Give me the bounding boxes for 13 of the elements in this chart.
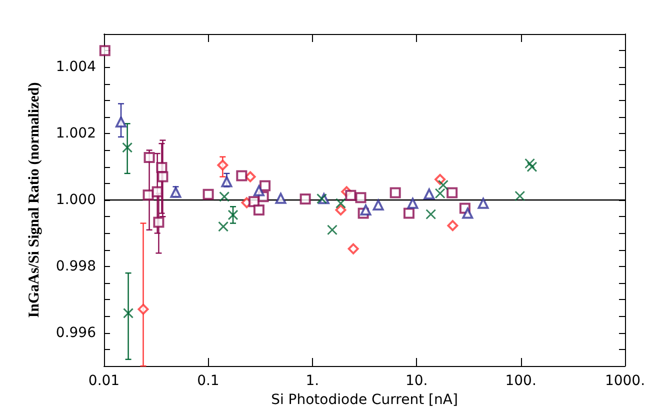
x-axis-title: Si Photodiode Current [nA]: [271, 392, 458, 408]
y-axis-title: InGaAs/Si Signal Ratio (normalized): [26, 82, 42, 318]
x-tick-label: 100.: [505, 373, 536, 389]
y-tick-label: 0.996: [56, 324, 96, 341]
y-tick-label: 1.000: [56, 192, 96, 208]
y-tick-label: 1.002: [56, 126, 96, 142]
x-tick-label: 10.: [405, 373, 428, 389]
x-tick-label: 0.1: [197, 373, 220, 389]
x-tick-label: 1000.: [604, 373, 646, 389]
y-tick-label: 1.004: [56, 59, 96, 76]
y-tick-label: 0.998: [56, 258, 96, 274]
x-tick-label: 0.01: [88, 373, 120, 389]
x-tick-label: 1.: [306, 373, 320, 389]
